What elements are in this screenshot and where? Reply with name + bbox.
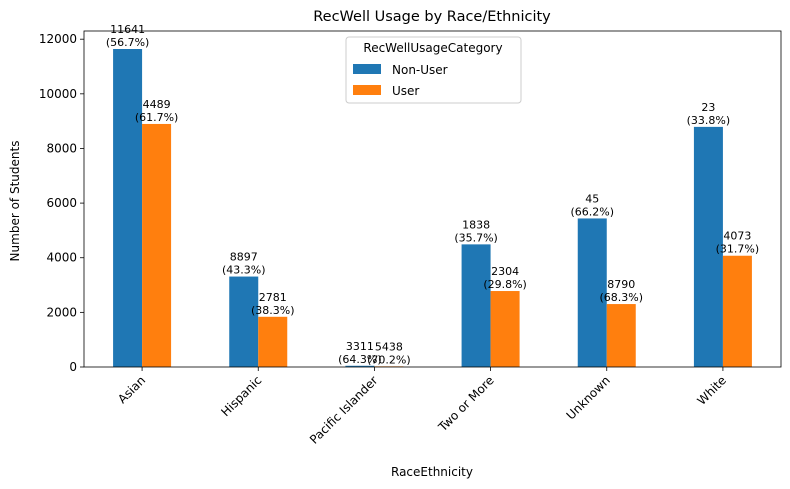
plot-area-frame	[83, 30, 782, 368]
bar-labels-group: 11641(56.7%)8897(43.3%)3311(64.3%)1838(3…	[106, 23, 759, 366]
x-axis-label: RaceEthnicity	[391, 465, 473, 479]
legend-swatch	[353, 64, 381, 74]
bar-user	[722, 255, 752, 367]
bar-user	[142, 123, 172, 368]
bar-percent-label: (29.8%)	[483, 278, 527, 291]
bar-user	[490, 291, 520, 367]
bar-non-user	[693, 126, 723, 367]
bar-percent-label: (43.3%)	[222, 264, 266, 277]
y-tick-label: 0	[69, 360, 77, 374]
bar-non-user	[461, 244, 491, 367]
bar-percent-label: (66.2%)	[570, 205, 614, 218]
legend-entry-label: User	[392, 84, 419, 98]
bar-value-label: 23	[701, 101, 715, 114]
y-axis: 0 2000 4000 6000 8000 10000 12000	[39, 32, 84, 374]
bar-user	[258, 316, 288, 367]
bar-value-label: 8897	[230, 251, 258, 264]
legend-swatch	[353, 85, 381, 95]
bar-value-label: 4073	[723, 230, 751, 243]
y-tick-label: 4000	[46, 251, 77, 265]
bar-non-user	[113, 49, 143, 367]
bar-value-label: 11641	[110, 23, 145, 36]
bar-value-label: 4489	[143, 98, 171, 111]
bar-percent-label: (56.7%)	[106, 36, 150, 49]
bar-percent-label: (35.7%)	[454, 231, 498, 244]
y-tick-label: 10000	[39, 87, 77, 101]
bar-percent-label: (31.7%)	[716, 243, 760, 256]
bar-percent-label: (33.8%)	[687, 114, 731, 127]
legend-title: RecWellUsageCategory	[363, 41, 502, 55]
chart-title: RecWell Usage by Race/Ethnicity	[313, 9, 551, 25]
x-tick-label: Asian	[115, 373, 148, 406]
x-tick-label: Pacific Islander	[307, 373, 381, 447]
y-axis-label: Number of Students	[8, 141, 22, 262]
bars-group	[113, 49, 752, 368]
bar-value-label: 3311	[346, 340, 374, 353]
bar-value-label: 1838	[462, 218, 490, 231]
bar-value-label: 5438	[375, 340, 403, 353]
bar-percent-label: (61.7%)	[135, 111, 179, 124]
x-tick-label: Unknown	[564, 373, 613, 422]
bar-non-user	[577, 218, 607, 367]
bar-value-label: 45	[585, 192, 599, 205]
bar-percent-label: (38.3%)	[251, 304, 295, 317]
bar-percent-label: (68.3%)	[599, 291, 643, 304]
y-tick-label: 12000	[39, 32, 77, 46]
legend-entry-label: Non-User	[392, 63, 448, 77]
y-tick-label: 2000	[46, 305, 77, 319]
legend-box	[345, 36, 522, 104]
bar-non-user	[345, 365, 375, 367]
x-tick-label: Hispanic	[218, 373, 264, 419]
bar-percent-label: (70.2%)	[367, 353, 411, 366]
bar-value-label: 2781	[259, 291, 287, 304]
y-tick-label: 8000	[46, 141, 77, 155]
legend: RecWellUsageCategory Non-User User	[345, 36, 522, 104]
bar-percent-label: (64.3%)	[338, 353, 382, 366]
bar-value-label: 2304	[491, 265, 519, 278]
x-tick-label: Two or More	[435, 373, 497, 435]
bar-user	[606, 304, 636, 367]
x-tick-label: White	[694, 373, 729, 408]
bar-value-label: 8790	[607, 278, 635, 291]
bar-non-user	[229, 276, 259, 367]
y-tick-label: 6000	[46, 196, 77, 210]
x-axis: Asian Hispanic Pacific Islander Two or More…	[115, 367, 729, 447]
